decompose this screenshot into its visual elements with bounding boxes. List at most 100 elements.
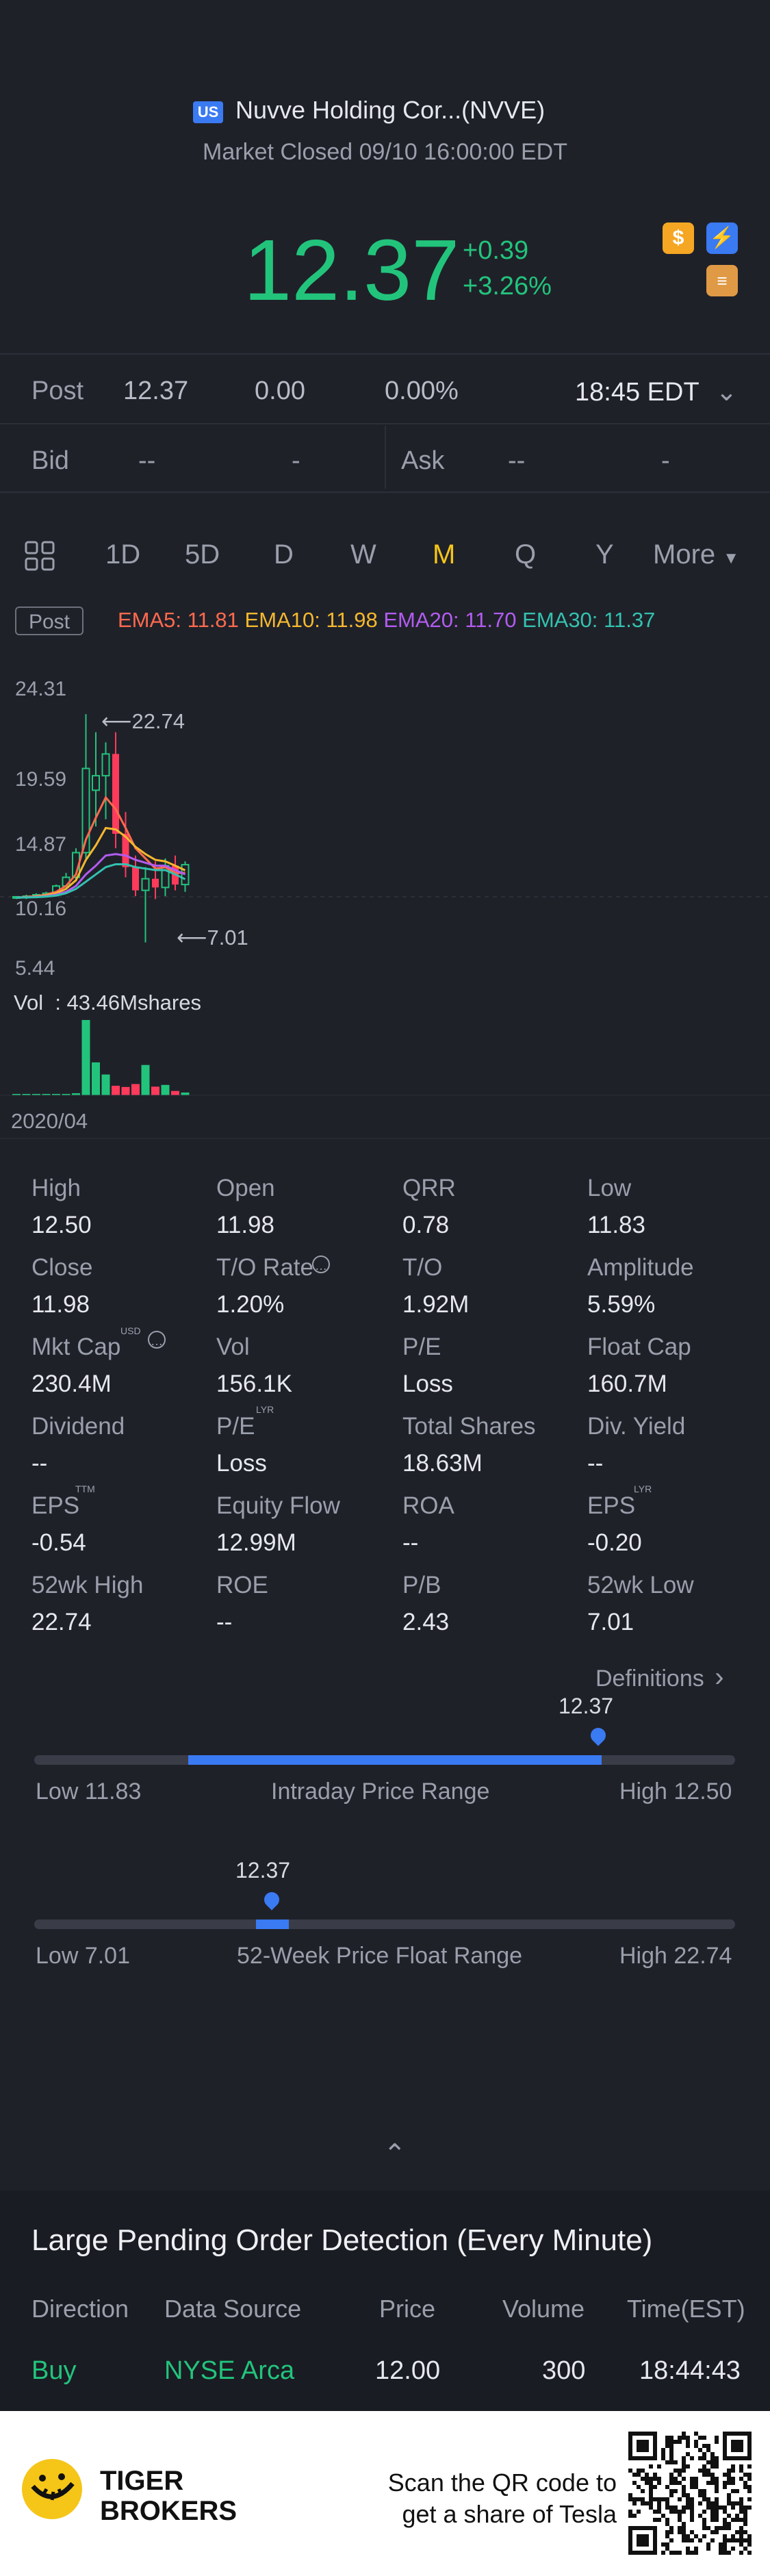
stat-value: 22.74 [31,1609,92,1635]
tab-1d[interactable]: 1D [105,539,141,570]
lyr-superscript: LYR [634,1483,652,1494]
tab-more[interactable]: More ▼ [653,539,739,570]
x-start-label: 2020/04 [11,1109,88,1133]
intraday-range-fill [188,1755,602,1765]
brand-name-line2: BROKERS [100,2496,238,2526]
stat-value: 1.20% [216,1291,285,1318]
row-time: 18:44:43 [639,2356,741,2385]
lightning-icon[interactable]: ⚡ [706,222,738,254]
tab-m[interactable]: M [433,539,456,570]
volume-bar [62,1094,70,1095]
stat-value: Loss [216,1450,267,1477]
stat-label: Close [31,1254,93,1281]
stat-label: EPS [587,1492,636,1519]
layout-grid-icon[interactable] [23,539,56,572]
stat-label: 52wk Low [587,1572,694,1598]
post-time-label: 18:45 EDT [575,378,699,407]
definitions-link[interactable]: Definitions › [595,1662,724,1693]
ema20-label: EMA20: 11.70 [383,608,517,632]
stat-label: Div. Yield [587,1413,686,1440]
y-tick-label: 14.87 [15,833,67,856]
stat-value: 1.92M [402,1291,470,1318]
week52-high-label: High 22.74 [619,1943,732,1969]
low-annotation: ⟵7.01 [177,926,248,950]
stat-value: 2.43 [402,1609,450,1635]
ask-size: - [661,446,670,475]
stat-label: Float Cap [587,1334,691,1360]
volume-bar [101,1074,110,1095]
stat-value: 11.83 [587,1212,645,1238]
tab-q[interactable]: Q [515,539,537,570]
low-annotation-value: 7.01 [207,926,248,949]
volume-bar [22,1094,31,1095]
volume-bar [12,1094,21,1095]
stat-value: 11.98 [216,1212,274,1238]
promo-text-line2: get a share of Tesla [402,2500,617,2528]
info-icon[interactable]: … [312,1255,330,1273]
tab-w[interactable]: W [350,539,376,570]
volume-bar [151,1086,159,1095]
bid-label: Bid [31,446,69,475]
candle-body [81,767,90,854]
stat-label: ROA [402,1492,454,1519]
promo-banner[interactable]: TIGER BROKERS Scan the QR code to get a … [0,2411,770,2576]
week52-range-fill [256,1920,290,1929]
stat-value: 18.63M [402,1450,483,1477]
col-direction: Direction [31,2295,129,2323]
promo-text-line1: Scan the QR code to [387,2469,617,2497]
post-time[interactable]: 18:45 EDT ⌄ [575,377,737,407]
stat-label: T/O Rate [216,1254,313,1281]
info-icon[interactable]: … [148,1331,166,1349]
volume-bar [81,1020,90,1095]
y-tick-label: 19.59 [15,768,67,791]
arrow-left-icon: ⟵ [177,926,207,949]
stat-label: P/B [402,1572,441,1598]
volume-bar [121,1086,130,1095]
post-change: 0.00 [255,377,305,405]
tab-d[interactable]: D [274,539,294,570]
candlestick-chart[interactable] [0,657,770,1150]
row-volume: 300 [542,2356,586,2385]
dollar-icon[interactable]: $ [663,222,694,254]
education-icon[interactable]: ≡ [706,265,738,296]
definitions-label: Definitions [595,1666,704,1692]
stat-value: 5.59% [587,1291,656,1318]
ema5-label: EMA5: 11.81 [118,608,239,632]
volume-bar [72,1093,80,1095]
pending-title: Large Pending Order Detection (Every Min… [31,2223,653,2257]
week52-range-track [34,1920,735,1929]
tab-y[interactable]: Y [595,539,614,570]
ema30-label: EMA30: 11.37 [522,608,656,632]
volume-bar [161,1084,170,1095]
stat-value: 11.98 [31,1291,90,1318]
row-price: 12.00 [375,2356,441,2385]
price-chart[interactable] [0,657,770,1150]
candle-body [92,775,100,791]
stat-label: P/E [216,1413,255,1440]
candle-body [122,833,129,867]
volume-bar [171,1091,179,1095]
ema-legend: EMA5: 11.81 EMA10: 11.98 EMA20: 11.70 EM… [118,608,655,633]
post-badge[interactable]: Post [15,607,84,635]
intraday-marker-icon [587,1724,609,1746]
stat-label: P/E [402,1334,441,1360]
y-tick-label: 5.44 [15,957,55,980]
qr-code-icon [628,2432,752,2555]
stat-value: 160.7M [587,1370,667,1397]
stat-value: -- [402,1529,419,1556]
row-direction: Buy [31,2356,77,2385]
triangle-down-icon: ▼ [723,549,740,568]
volume-bar [131,1084,140,1095]
candle-body [101,753,110,777]
volume-label: Vol : 43.46Mshares [14,991,201,1015]
brand-name-line1: TIGER [100,2466,184,2496]
tab-more-label: More [653,539,716,570]
chevron-up-icon[interactable]: ⌃ [383,2139,407,2169]
volume-bar [42,1094,51,1095]
intraday-current-value: 12.37 [559,1694,614,1718]
tab-5d[interactable]: 5D [185,539,220,570]
stat-label: Amplitude [587,1254,694,1281]
intraday-low-label: Low 11.83 [36,1778,142,1805]
ask-label: Ask [401,446,445,475]
volume-bar [141,1064,150,1095]
